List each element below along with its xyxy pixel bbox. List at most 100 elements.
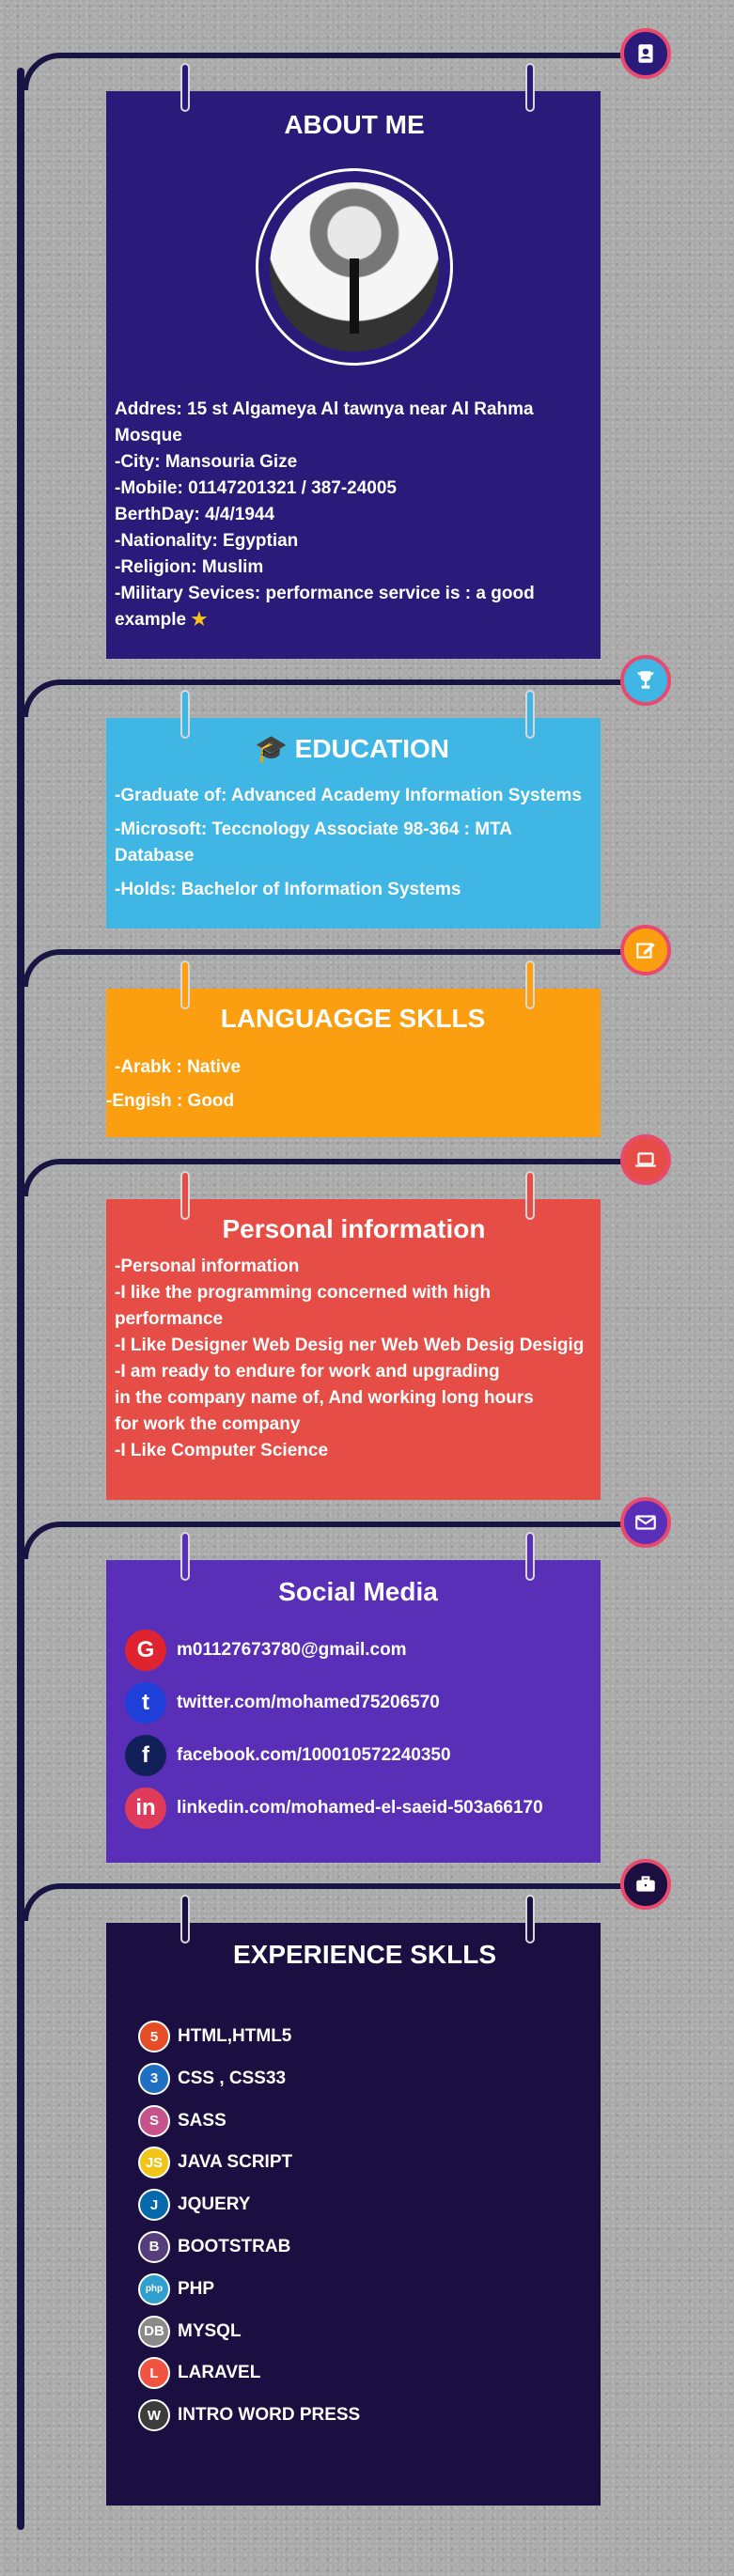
social-link-text[interactable]: twitter.com/mohamed75206570 xyxy=(177,1693,440,1712)
graduation-cap-icon: 🎓 xyxy=(254,734,288,763)
education-line: -Graduate of: Advanced Academy Informati… xyxy=(115,786,582,805)
php-icon: php xyxy=(138,2272,170,2305)
skill-item: 5 HTML,HTML5 xyxy=(138,2021,591,2053)
about-line: -Mobile: 01147201321 / 387-24005 xyxy=(115,478,397,498)
twitter-icon: t xyxy=(125,1682,166,1724)
education-title-row: 🎓 EDUCATION xyxy=(115,733,589,764)
skill-label: CSS , CSS33 xyxy=(178,2068,287,2088)
skill-label: BOOTSTRAB xyxy=(178,2236,291,2256)
star-icon: ★ xyxy=(191,610,208,630)
card-pin xyxy=(180,1895,190,1944)
social-link-row[interactable]: t twitter.com/mohamed75206570 xyxy=(125,1682,591,1724)
personal-line: -I like the programming concerned with h… xyxy=(115,1283,492,1329)
social-glyph: G xyxy=(136,1637,155,1663)
social-glyph: t xyxy=(142,1690,149,1715)
card-pin xyxy=(525,1171,535,1220)
contact-card-icon xyxy=(638,44,653,63)
about-line: -Nationality: Egyptian xyxy=(115,531,299,551)
personal-card: Personal information -Personal informati… xyxy=(106,1171,601,1500)
about-line: -Military Sevices: performance service i… xyxy=(115,581,594,633)
laravel-icon: L xyxy=(138,2357,170,2390)
personal-line: -Personal information xyxy=(115,1257,300,1276)
jquery-icon: J xyxy=(138,2189,170,2222)
social-link-text[interactable]: m01127673780@gmail.com xyxy=(177,1640,407,1660)
social-link-row[interactable]: f facebook.com/100010572240350 xyxy=(125,1735,591,1776)
skill-item: J JQUERY xyxy=(138,2189,591,2222)
skill-label: JQUERY xyxy=(178,2194,251,2215)
about-card: ABOUT ME Addres: 15 st Algameya Al tawny… xyxy=(106,63,601,659)
social-link-text[interactable]: linkedin.com/mohamed-el-saeid-503a66170 xyxy=(177,1798,543,1818)
language-line: -Arabk : Native xyxy=(115,1057,242,1077)
about-line: BerthDay: 4/4/1944 xyxy=(115,505,275,524)
skills-card: EXPERIENCE SKLLS 5 HTML,HTML5 3 CSS , CSS33… xyxy=(106,1895,601,2506)
skill-label: MYSQL xyxy=(178,2320,242,2341)
about-line: Addres: 15 st Algameya Al tawnya near Al… xyxy=(115,399,534,445)
skill-label: PHP xyxy=(178,2278,215,2299)
card-pin xyxy=(525,1532,535,1581)
card-pin xyxy=(180,1532,190,1581)
social-glyph: in xyxy=(135,1795,156,1820)
education-card: 🎓 EDUCATION -Graduate of: Advanced Acade… xyxy=(106,690,601,929)
bootstrap-icon: B xyxy=(138,2230,170,2263)
social-title: Social Media xyxy=(278,1577,438,1606)
linkedin-icon: in xyxy=(125,1788,166,1829)
timeline-line xyxy=(17,68,24,2530)
skill-item: W INTRO WORD PRESS xyxy=(138,2399,591,2432)
skill-item: S SASS xyxy=(138,2104,591,2137)
education-line: -Holds: Bachelor of Information Systems xyxy=(115,880,461,899)
card-pin xyxy=(525,63,535,112)
card-pin xyxy=(525,1895,535,1944)
mysql-icon: DB xyxy=(138,2315,170,2348)
sass-icon: S xyxy=(138,2104,170,2137)
about-line: -City: Mansouria Gize xyxy=(115,452,298,472)
section-icon-personal xyxy=(620,1134,671,1185)
card-pin xyxy=(180,63,190,112)
section-icon-social xyxy=(620,1497,671,1548)
skill-item: 3 CSS , CSS33 xyxy=(138,2062,591,2095)
languages-card: LANGUAGGE SKLLS -Arabk : Native -Engish … xyxy=(106,960,601,1137)
section-icon-skills xyxy=(620,1859,671,1910)
skill-item: JS JAVA SCRIPT xyxy=(138,2147,591,2179)
languages-title: LANGUAGGE SKLLS xyxy=(220,1004,486,1033)
personal-line: -I Like Computer Science xyxy=(115,1441,329,1460)
edit-icon xyxy=(636,943,655,959)
skill-label: INTRO WORD PRESS xyxy=(178,2405,361,2426)
social-link-row[interactable]: in linkedin.com/mohamed-el-saeid-503a6617… xyxy=(125,1788,591,1829)
section-icon-education xyxy=(620,655,671,706)
education-line: -Microsoft: Teccnology Associate 98-364 … xyxy=(115,820,512,866)
skill-label: SASS xyxy=(178,2110,226,2131)
card-pin xyxy=(180,690,190,739)
skill-label: HTML,HTML5 xyxy=(178,2026,292,2046)
skill-item: L LARAVEL xyxy=(138,2357,591,2390)
card-pin xyxy=(525,690,535,739)
personal-line: -I Like Designer Web Desig ner Web Web D… xyxy=(115,1335,585,1355)
about-title: ABOUT ME xyxy=(284,110,425,139)
envelope-icon xyxy=(635,1515,656,1530)
skill-item: php PHP xyxy=(138,2272,591,2305)
about-military-text: -Military Sevices: performance service i… xyxy=(115,584,535,630)
social-link-text[interactable]: facebook.com/100010572240350 xyxy=(177,1745,451,1765)
wordpress-icon: W xyxy=(138,2399,170,2432)
skill-label: JAVA SCRIPT xyxy=(178,2152,293,2173)
about-line: -Religion: Muslim xyxy=(115,557,264,577)
social-glyph: f xyxy=(142,1742,149,1768)
html5-icon: 5 xyxy=(138,2021,170,2053)
card-pin xyxy=(180,1171,190,1220)
card-pin xyxy=(180,960,190,1009)
skill-item: DB MYSQL xyxy=(138,2315,591,2348)
section-icon-languages xyxy=(620,925,671,976)
section-icon-about xyxy=(620,28,671,79)
trophy-icon xyxy=(637,671,654,689)
google-icon: G xyxy=(125,1630,166,1671)
personal-title: Personal information xyxy=(222,1214,486,1243)
briefcase-icon xyxy=(636,1876,655,1892)
javascript-icon: JS xyxy=(138,2147,170,2179)
avatar xyxy=(270,182,439,351)
laptop-icon xyxy=(635,1152,656,1167)
language-line: -Engish : Good xyxy=(106,1091,235,1111)
skill-item: B BOOTSTRAB xyxy=(138,2230,591,2263)
education-title: EDUCATION xyxy=(294,734,450,763)
facebook-icon: f xyxy=(125,1735,166,1776)
